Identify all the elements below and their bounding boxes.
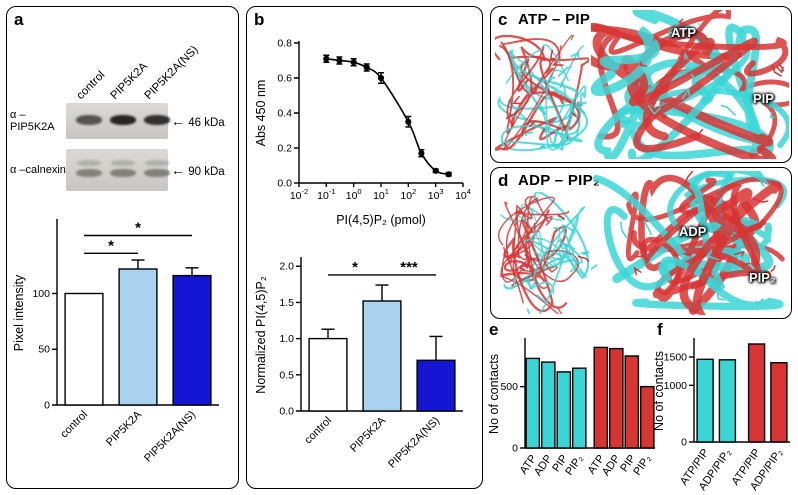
svg-text:PIP5K2A: PIP5K2A <box>104 408 145 449</box>
ligand-label-atp: ATP <box>671 25 697 40</box>
svg-text:0.5: 0.5 <box>279 369 294 381</box>
ligand-label-pip: PIP <box>753 91 774 106</box>
svg-text:1500: 1500 <box>664 352 688 364</box>
svg-text:*: * <box>108 237 114 254</box>
blot-membrane-image <box>66 149 170 191</box>
svg-text:10-1: 10-1 <box>317 187 335 202</box>
molecular-weight-marker: ← 46 kDa <box>171 113 225 129</box>
svg-text:10-2: 10-2 <box>290 187 308 202</box>
svg-text:50: 50 <box>38 344 50 356</box>
panel-a: a control PIP5K2A PIP5K2A(NS) α –PIP5K2A… <box>6 6 239 489</box>
blot-membrane-image <box>66 103 170 139</box>
panel-b-letter: b <box>254 10 265 29</box>
svg-text:2.0: 2.0 <box>279 261 294 273</box>
svg-text:0: 0 <box>44 400 50 412</box>
left-arrow-icon: ← <box>171 162 185 178</box>
antibody-label: α –calnexin <box>10 164 66 176</box>
structure-zoom-image <box>591 171 788 315</box>
kda-label: 46 kDa <box>188 117 225 129</box>
svg-text:500: 500 <box>500 381 518 393</box>
panel-b: b 0.0 0.2 0.4 0.6 0.8 10-2 10-1 100 101 102 103 104… <box>246 6 483 489</box>
svg-text:Normalized PI(4,5)P₂: Normalized PI(4,5)P₂ <box>254 276 268 394</box>
svg-text:PIP5K2A(NS): PIP5K2A(NS) <box>386 415 442 471</box>
svg-text:PIP₂: PIP₂ <box>563 453 585 478</box>
svg-text:1.0: 1.0 <box>279 333 294 345</box>
panel-d-letter: d <box>498 171 509 190</box>
blot-lane-label: PIP5K2A <box>108 60 151 102</box>
svg-text:1000: 1000 <box>664 380 688 392</box>
blot-row-pip5k2a: α –PIP5K2A ← 46 kDa <box>10 103 225 139</box>
svg-text:*: * <box>135 220 141 237</box>
normalized-pip2-bar-chart: 0.0 0.5 1.0 1.5 2.0 Normalized PI(4,5)P₂ contr… <box>254 257 463 471</box>
ligand-label-pip2: PIP₂ <box>749 270 776 285</box>
svg-text:1.5: 1.5 <box>279 297 294 309</box>
svg-text:*: * <box>352 259 358 276</box>
panel-f-letter: f <box>657 320 663 339</box>
svg-text:102: 102 <box>400 187 416 202</box>
svg-text:104: 104 <box>455 187 471 202</box>
left-arrow-icon: ← <box>171 113 185 129</box>
panel-c-title: ATP – PIP <box>518 11 591 28</box>
svg-text:0.2: 0.2 <box>277 143 292 155</box>
kda-label: 90 kDa <box>188 166 225 178</box>
svg-text:0: 0 <box>681 437 687 449</box>
panel-d-title: ADP – PIP₂ <box>518 172 600 189</box>
panel-c: c ATP – PIP ATP PIP <box>490 6 792 163</box>
svg-text:100: 100 <box>32 288 50 300</box>
svg-text:Abs 450 nm: Abs 450 nm <box>254 80 268 147</box>
structure-zoom-image <box>591 10 789 159</box>
panel-e-letter: e <box>489 320 499 339</box>
antibody-label: α –PIP5K2A <box>10 109 55 133</box>
pixel-intensity-bar-chart: 0 50 100 Pixel intensity control PIP5K2APIP5K… <box>12 219 219 465</box>
panel-a-letter: a <box>14 10 24 29</box>
svg-text:control: control <box>302 415 334 447</box>
svg-text:0.6: 0.6 <box>277 73 292 85</box>
svg-text:101: 101 <box>373 187 389 202</box>
ligand-label-adp: ADP <box>679 224 707 239</box>
svg-text:0.0: 0.0 <box>277 178 292 190</box>
svg-text:PI(4,5)P₂ (pmol): PI(4,5)P₂ (pmol) <box>336 213 426 227</box>
blot-lane-label: PIP5K2A(NS) <box>142 43 201 102</box>
svg-text:100: 100 <box>346 187 362 202</box>
structure-overview-image <box>495 35 589 152</box>
svg-text:0.4: 0.4 <box>277 108 292 120</box>
molecular-weight-marker: ← 90 kDa <box>171 162 225 178</box>
svg-text:No of contacts: No of contacts <box>652 351 666 431</box>
svg-text:103: 103 <box>428 187 444 202</box>
svg-text:PIP5K2A(NS): PIP5K2A(NS) <box>142 409 198 465</box>
blot-row-calnexin: α –calnexin ← 90 kDa <box>10 149 225 191</box>
svg-text:0.8: 0.8 <box>277 38 292 50</box>
svg-text:PIP₂: PIP₂ <box>631 453 653 478</box>
elisa-binding-curve-chart: 0.0 0.2 0.4 0.6 0.8 10-2 10-1 100 101 102 103 104 Ab… <box>254 38 471 228</box>
svg-text:0.0: 0.0 <box>279 406 294 418</box>
svg-text:No of contacts: No of contacts <box>487 354 501 434</box>
panel-c-letter: c <box>498 10 508 29</box>
svg-text:control: control <box>58 409 90 441</box>
svg-text:0: 0 <box>512 443 518 455</box>
svg-text:***: *** <box>400 259 418 276</box>
blot-lane-label: control <box>74 69 108 102</box>
panel-d: d ADP – PIP₂ ADP PIP₂ <box>490 167 792 319</box>
structure-overview-image <box>498 192 589 314</box>
svg-text:PIP5K2A: PIP5K2A <box>348 414 389 455</box>
svg-text:Pixel intensity: Pixel intensity <box>12 274 26 351</box>
